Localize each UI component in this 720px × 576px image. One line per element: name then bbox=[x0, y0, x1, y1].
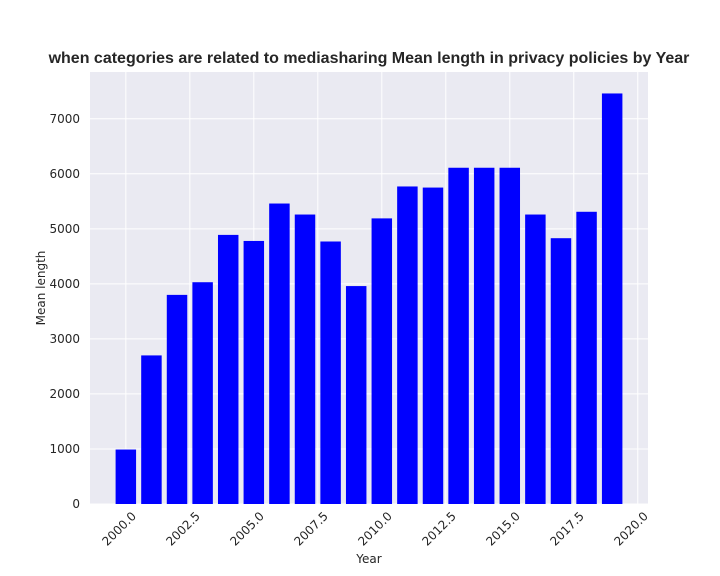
x-tick-label: 2005.0 bbox=[227, 509, 267, 549]
bar-2018 bbox=[576, 211, 597, 505]
y-tick-label: 3000 bbox=[49, 332, 80, 346]
y-tick-label: 6000 bbox=[49, 167, 80, 181]
x-tick-label: 2012.5 bbox=[419, 509, 459, 549]
y-tick-label: 0 bbox=[72, 497, 80, 511]
x-axis-ticks: 2000.0 2002.5 2005.0 2007.5 2010.0 2012.5 2015… bbox=[99, 509, 651, 549]
bar-2006 bbox=[269, 203, 290, 504]
y-tick-label: 7000 bbox=[49, 112, 80, 126]
chart-title: when categories are related to mediashar… bbox=[48, 50, 690, 67]
x-tick-label: 2017.5 bbox=[547, 509, 587, 549]
bar-2005 bbox=[243, 240, 265, 505]
bar-2015 bbox=[499, 167, 521, 504]
y-tick-label: 5000 bbox=[49, 222, 80, 236]
x-axis-label: Year bbox=[355, 552, 381, 566]
y-tick-label: 2000 bbox=[49, 387, 80, 401]
x-tick-label: 2015.0 bbox=[483, 509, 523, 549]
bar-2017 bbox=[550, 238, 572, 505]
x-tick-label: 2007.5 bbox=[291, 509, 331, 549]
bar-2008 bbox=[320, 241, 341, 504]
bar-2000 bbox=[115, 449, 137, 504]
y-tick-label: 4000 bbox=[49, 277, 80, 291]
bar-2002 bbox=[166, 294, 188, 504]
bars bbox=[115, 93, 623, 505]
bar-2011 bbox=[397, 186, 418, 504]
bar-2004 bbox=[217, 234, 239, 504]
bar-2003 bbox=[192, 282, 213, 504]
bar-2013 bbox=[448, 167, 469, 504]
bar-2001 bbox=[141, 355, 162, 504]
bar-2016 bbox=[525, 214, 546, 505]
bar-2019 bbox=[601, 93, 623, 505]
y-tick-label: 1000 bbox=[49, 442, 80, 456]
x-tick-label: 2000.0 bbox=[99, 509, 139, 549]
x-tick-label: 2010.0 bbox=[355, 509, 395, 549]
bar-2012 bbox=[422, 187, 444, 504]
y-axis-label: Mean length bbox=[34, 251, 48, 326]
x-tick-label: 2002.5 bbox=[163, 509, 203, 549]
y-axis-ticks: 0 1000 2000 3000 4000 5000 6000 7000 bbox=[49, 112, 80, 511]
bar-2007 bbox=[294, 214, 316, 505]
bar-2009 bbox=[345, 286, 367, 504]
bar-2014 bbox=[473, 167, 495, 504]
x-tick-label: 2020.0 bbox=[611, 509, 651, 549]
bar-2010 bbox=[371, 218, 393, 505]
